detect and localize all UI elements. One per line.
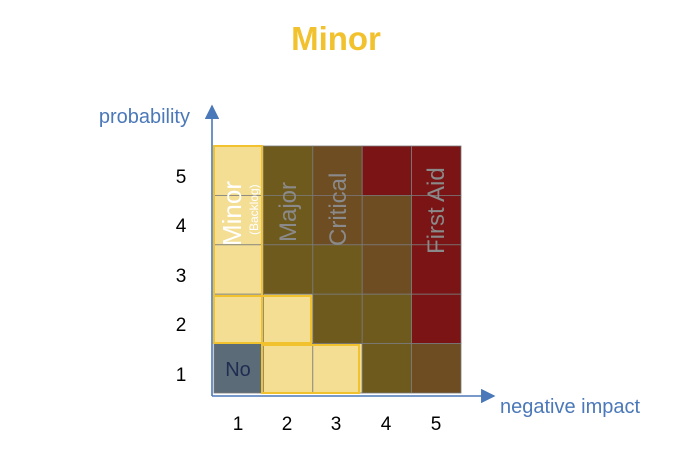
matrix-cell-critical [361,244,413,295]
zone-label-major: Major [275,182,302,242]
y-tick-label: 4 [176,216,187,237]
y-axis-label: probability [99,106,190,128]
matrix-cell-first-aid [411,293,462,345]
matrix-cell-first-aid [361,145,413,196]
matrix-cell-minor [213,145,264,196]
x-tick-label: 5 [431,414,442,435]
y-tick-label: 5 [176,167,187,188]
matrix-cell-major [312,293,363,345]
minor-zone-border-row [213,295,312,344]
y-tick-label: 1 [176,365,187,386]
matrix-cell-critical [411,343,462,394]
x-axis-label: negative impact [500,396,641,418]
matrix-cell-no [213,343,264,394]
matrix-cell-critical [312,194,363,246]
y-tick-label: 2 [176,315,187,336]
matrix-cell-major [361,343,413,394]
diagram-title: Minor [291,20,381,57]
matrix-cell-minor [262,343,314,394]
matrix-cell-minor [213,293,264,345]
matrix-cell-major [262,145,314,196]
matrix-cells [213,145,462,394]
matrix-cell-minor [213,244,264,295]
y-tick-label: 3 [176,266,187,287]
matrix-cell-critical [312,145,363,196]
zone-label-minor: Minor [217,181,247,246]
zone-label-backlog: (Backlog) [247,184,261,235]
matrix-cell-minor [262,293,314,345]
x-tick-labels: 1 2 3 4 5 [233,414,442,435]
matrix-cell-major [361,293,413,345]
x-tick-label: 1 [233,414,244,435]
matrix-cell-major [262,244,314,295]
matrix-cell-major [312,244,363,295]
x-tick-label: 4 [381,414,392,435]
matrix-cell-first-aid [411,194,462,246]
zone-label-critical: Critical [325,173,352,246]
x-tick-label: 2 [282,414,293,435]
minor-zone-border-step [261,344,360,394]
x-tick-label: 3 [331,414,342,435]
matrix-cell-critical [361,194,413,246]
zone-label-no: No [225,359,251,381]
matrix-cell-minor [312,343,363,394]
y-tick-labels: 1 2 3 4 5 [176,167,187,386]
zone-label-first-aid: First Aid [423,167,450,254]
